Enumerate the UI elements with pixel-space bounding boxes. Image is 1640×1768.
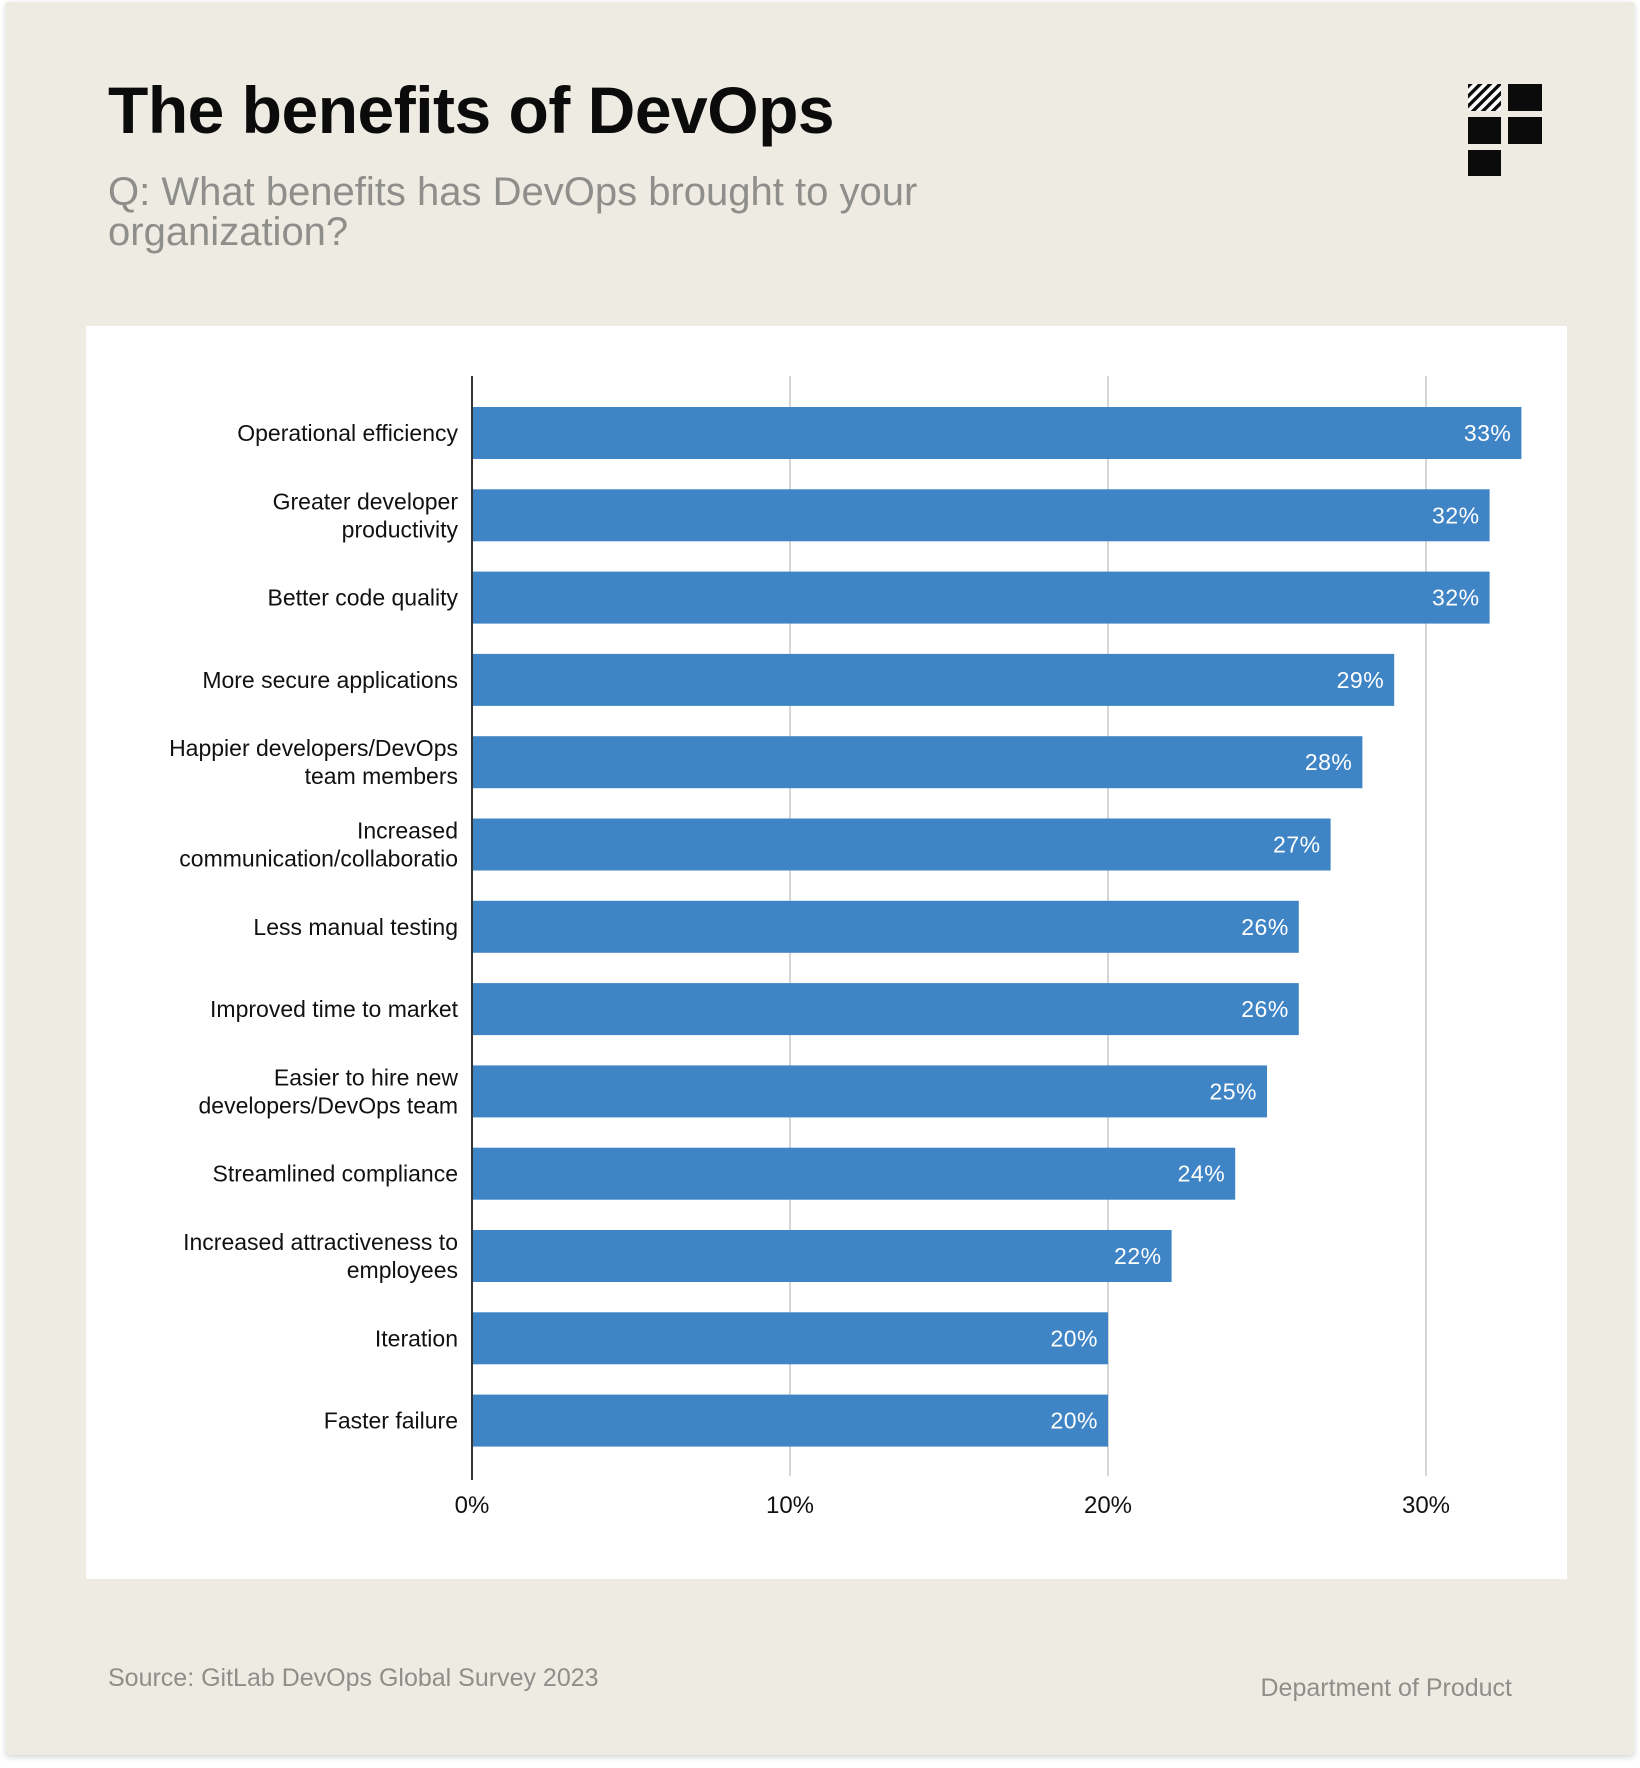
bar-value-label: 22%: [1114, 1243, 1162, 1269]
bar-value-label: 20%: [1050, 1408, 1098, 1434]
category-label: Faster failure: [324, 1408, 458, 1434]
bar-value-label: 26%: [1241, 996, 1289, 1022]
bar: [472, 1230, 1172, 1282]
bar: [472, 1312, 1108, 1365]
category-label: Improved time to market: [210, 996, 459, 1022]
category-label: Easier to hire new: [274, 1064, 458, 1090]
bar-value-label: 20%: [1050, 1325, 1098, 1351]
category-label: Increased: [357, 818, 458, 844]
category-label: Operational efficiency: [237, 420, 458, 446]
bar: [472, 653, 1395, 706]
bar-value-label: 25%: [1209, 1078, 1257, 1104]
bar-value-label: 26%: [1241, 914, 1289, 940]
x-tick-label: 10%: [766, 1492, 814, 1519]
plot-panel: 0% 10% 20% 30% 33% Operational efficiency 32% G…: [86, 326, 1567, 1579]
department-of-product-logo-icon: [1468, 84, 1542, 176]
category-label: More secure applications: [202, 667, 458, 693]
chart-title: The benefits of DevOps: [108, 73, 835, 147]
category-label: communication/collaboratio: [179, 846, 458, 872]
chart-card: The benefits of DevOps Q: What benefits …: [6, 2, 1634, 1755]
category-label: Increased attractiveness to: [183, 1229, 458, 1255]
bar-value-label: 32%: [1432, 585, 1480, 611]
source-note: Source: GitLab DevOps Global Survey 2023: [108, 1664, 599, 1692]
x-tick-label: 0%: [455, 1492, 490, 1519]
bar: [472, 1065, 1267, 1118]
x-tick-label: 30%: [1402, 1492, 1450, 1519]
bar-value-label: 27%: [1273, 832, 1321, 858]
x-tick-label: 20%: [1084, 1492, 1132, 1519]
bar: [472, 1147, 1236, 1200]
bar: [472, 407, 1522, 459]
bar: [472, 1394, 1108, 1447]
credit-label: Department of Product: [1260, 1674, 1512, 1702]
category-label: productivity: [342, 516, 459, 542]
bar-chart: 0% 10% 20% 30% 33% Operational efficiency 32% G…: [169, 376, 1522, 1519]
category-label: Greater developer: [273, 488, 459, 514]
bar-value-label: 24%: [1178, 1161, 1226, 1187]
category-label: employees: [347, 1257, 458, 1283]
category-label: Better code quality: [267, 585, 458, 611]
bar: [472, 983, 1299, 1036]
category-label: team members: [305, 763, 458, 789]
bar: [472, 818, 1331, 871]
bar: [472, 489, 1490, 542]
category-label: Iteration: [375, 1325, 458, 1351]
bar-value-label: 33%: [1464, 420, 1512, 446]
category-label: Streamlined compliance: [213, 1161, 458, 1187]
category-label: Less manual testing: [253, 914, 458, 940]
bar: [472, 571, 1490, 624]
bar-value-label: 29%: [1337, 667, 1385, 693]
chart-subtitle: Q: What benefits has DevOps brought to y…: [108, 170, 918, 254]
category-label: developers/DevOps team: [198, 1092, 458, 1118]
bar-value-label: 32%: [1432, 502, 1480, 528]
category-label: Happier developers/DevOps: [169, 735, 458, 761]
bar: [472, 900, 1299, 953]
bar-value-label: 28%: [1305, 749, 1353, 775]
bar: [472, 736, 1363, 789]
